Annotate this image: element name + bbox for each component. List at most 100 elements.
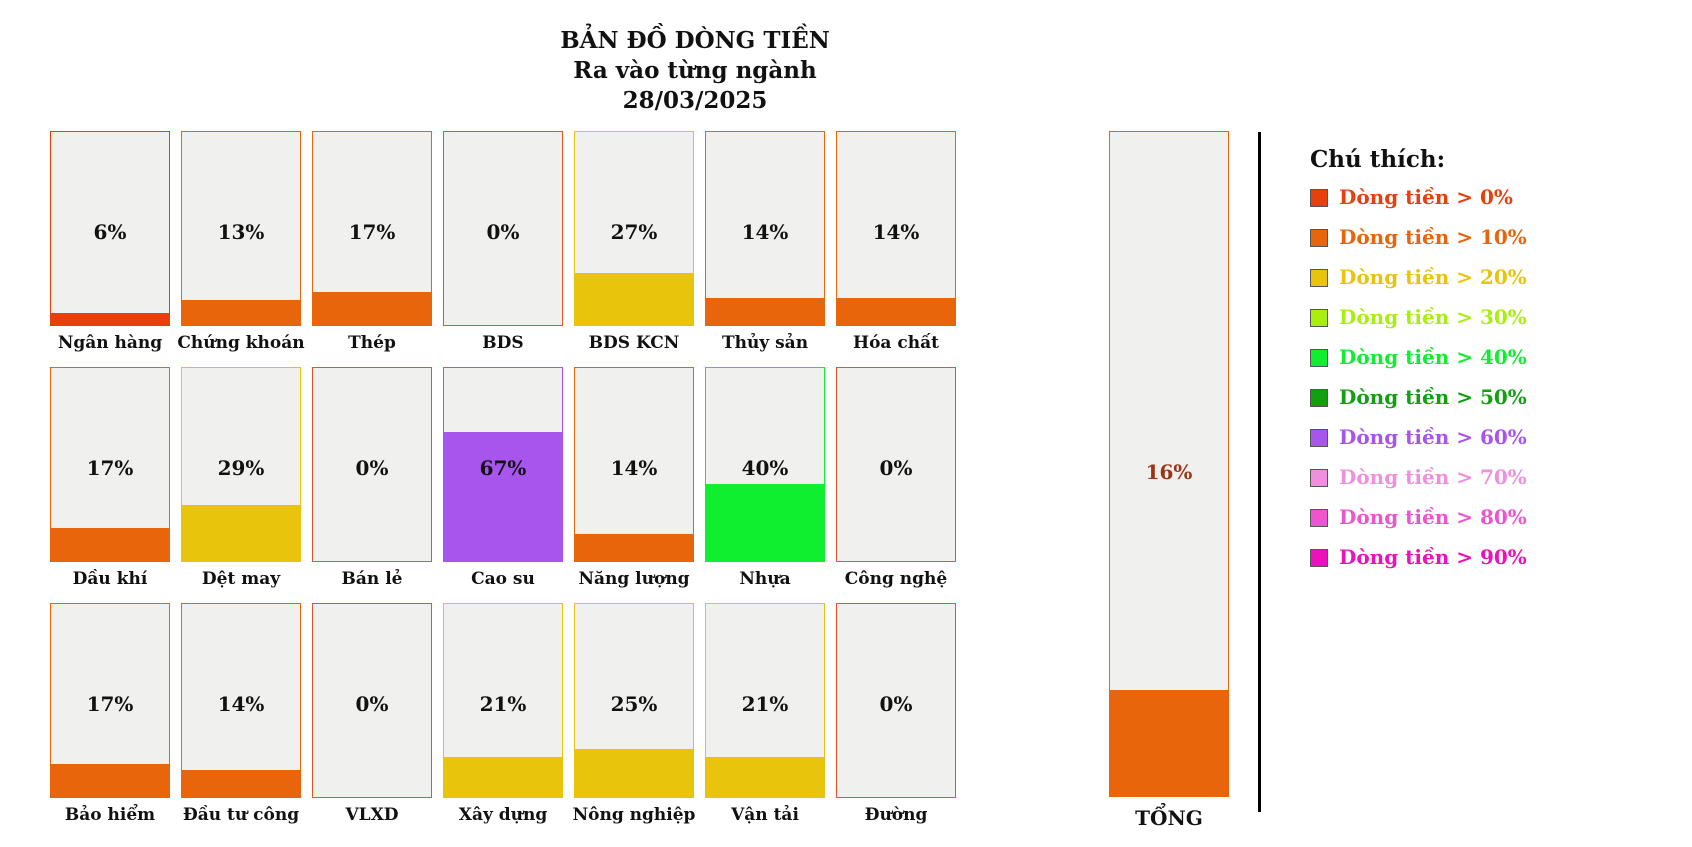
sector-cell: 6% [50,131,170,326]
sector-name-label: Bán lẻ [341,569,403,589]
sector-cell: 25% [574,603,694,798]
legend-item: Dòng tiền > 80% [1310,505,1527,547]
chart-date-line: 28/03/2025 [622,87,768,114]
sector-cell: 0% [836,603,956,798]
sector-cell: 14% [574,367,694,562]
sector-value-label: 67% [479,456,527,480]
legend-label: Dòng tiền > 30% [1339,305,1527,329]
total-value-label: 16% [1145,460,1193,484]
sector-fill-bar [444,756,562,797]
sector-value-label: 21% [741,692,789,716]
sector-name-label: Đường [864,805,928,825]
legend-label: Dòng tiền > 90% [1339,545,1527,569]
sector-name-label: Xây dựng [458,805,548,825]
sector-value-label: 17% [86,456,134,480]
sector-name-label: Vận tải [731,805,799,825]
legend-item: Dòng tiền > 20% [1310,265,1527,307]
chart-subtitle-line: Ra vào từng ngành [573,57,817,84]
sector-name-label: Thủy sản [721,333,809,353]
legend-label: Dòng tiền > 10% [1339,225,1527,249]
sector-fill-bar [575,749,693,797]
legend-label: Dòng tiền > 0% [1339,185,1513,209]
sector-cell: 14% [181,603,301,798]
sector-cell: 17% [50,367,170,562]
sector-fill-bar [182,300,300,325]
sector-name-label: VLXD [345,805,399,825]
sector-name-label: Cao su [471,569,535,589]
sector-cell: 0% [312,603,432,798]
legend-title: Chú thích: [1310,146,1446,173]
sector-fill-bar [575,273,693,325]
sector-value-label: 14% [217,692,265,716]
sector-value-label: 0% [486,220,520,244]
chart-title-line: BẢN ĐỒ DÒNG TIỀN [560,27,830,54]
sector-value-label: 25% [610,692,658,716]
legend-label: Dòng tiền > 20% [1339,265,1527,289]
legend-swatch [1310,229,1328,247]
sector-fill-bar [837,298,955,325]
legend-swatch [1310,549,1328,567]
legend-items: Dòng tiền > 0% Dòng tiền > 10% Dòng tiền >… [1310,185,1527,587]
legend-item: Dòng tiền > 50% [1310,385,1527,427]
sector-fill-bar [313,292,431,325]
sector-value-label: 6% [93,220,127,244]
sector-cell: 27% [574,131,694,326]
sector-name-label: Dệt may [201,569,281,589]
legend-swatch [1310,509,1328,527]
sector-name-label: Thép [348,333,396,353]
legend-swatch [1310,389,1328,407]
sector-cell: 14% [836,131,956,326]
sector-cell: 67% [443,367,563,562]
sector-name-label: Chứng khoán [177,333,305,353]
sector-value-label: 13% [217,220,265,244]
sector-fill-bar [444,432,562,561]
sector-cell: 29% [181,367,301,562]
legend-swatch [1310,349,1328,367]
sector-cell: 21% [705,603,825,798]
sector-cell: 0% [312,367,432,562]
sector-name-label: Dầu khí [72,569,148,589]
legend-swatch [1310,269,1328,287]
legend-swatch [1310,309,1328,327]
sector-grid: 6% Ngân hàng 13% Chứng khoán 17% Thép 0% BDS 27%… [50,131,956,825]
sector-value-label: 17% [86,692,134,716]
sector-value-label: 27% [610,220,658,244]
sector-fill-bar [51,764,169,797]
legend-item: Dòng tiền > 10% [1310,225,1527,267]
legend-label: Dòng tiền > 80% [1339,505,1527,529]
sector-name-label: Đầu tư công [182,805,300,825]
chart-title: BẢN ĐỒ DÒNG TIỀN Ra vào từng ngành 28/03… [430,26,960,116]
sector-cell: 13% [181,131,301,326]
sector-value-label: 21% [479,692,527,716]
legend-item: Dòng tiền > 0% [1310,185,1513,227]
sector-value-label: 0% [879,456,913,480]
sector-fill-bar [182,505,300,561]
sector-name-label: Năng lượng [578,569,690,589]
legend-label: Dòng tiền > 50% [1339,385,1527,409]
total-label: TỔNG [1135,806,1203,830]
sector-name-label: Nhựa [739,569,791,589]
sector-fill-bar [706,484,824,561]
sector-cell: 14% [705,131,825,326]
sector-value-label: 29% [217,456,265,480]
legend-swatch [1310,469,1328,487]
sector-name-label: Nông nghiệp [572,805,696,825]
sector-name-label: Bảo hiểm [64,805,156,825]
sector-fill-bar [182,770,300,797]
legend-item: Dòng tiền > 30% [1310,305,1527,347]
legend-swatch [1310,189,1328,207]
legend-item: Dòng tiền > 40% [1310,345,1527,387]
sector-value-label: 0% [355,692,389,716]
sector-fill-bar [706,756,824,797]
sector-name-label: BDS KCN [588,333,680,353]
sector-fill-bar [51,313,169,325]
legend-label: Dòng tiền > 40% [1339,345,1527,369]
sector-cell: 0% [443,131,563,326]
sector-value-label: 14% [741,220,789,244]
legend-label: Dòng tiền > 70% [1339,465,1527,489]
legend: Chú thích: Dòng tiền > 0% Dòng tiền > 10%… [1310,146,1527,587]
sector-name-label: Công nghệ [844,569,948,589]
sector-fill-bar [575,534,693,561]
total-fill-bar [1110,689,1228,796]
sector-value-label: 0% [879,692,913,716]
